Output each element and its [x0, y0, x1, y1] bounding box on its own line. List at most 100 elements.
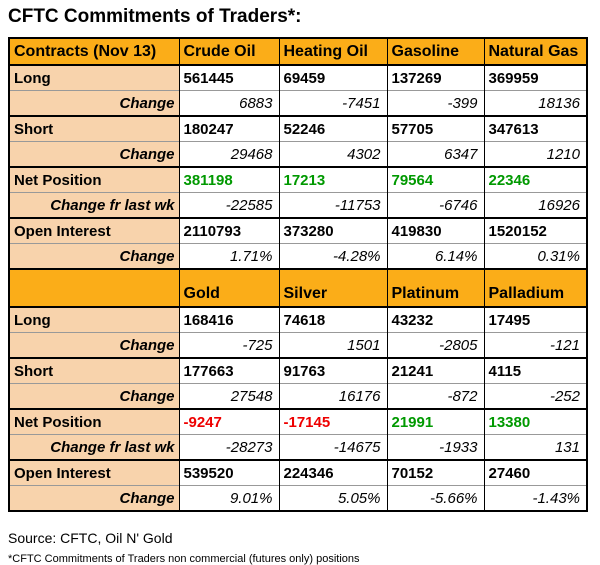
value-cell: 4115: [483, 357, 587, 384]
row-label: Long: [9, 64, 179, 91]
change-cell: -5.66%: [386, 485, 484, 511]
row-net-change-week: Change fr last wk -28273 -14675 -1933 13…: [9, 434, 587, 460]
change-cell: 6883: [178, 90, 279, 116]
change-cell: 6.14%: [386, 243, 484, 269]
row-label: Short: [9, 357, 179, 384]
change-cell: 1501: [278, 332, 387, 358]
change-cell: -22585: [178, 192, 279, 218]
row-open-interest-change: Change 9.01% 5.05% -5.66% -1.43%: [9, 485, 587, 511]
change-cell: -1933: [386, 434, 484, 460]
change-cell: 9.01%: [178, 485, 279, 511]
column-header-heating-oil: Heating Oil: [278, 38, 387, 66]
row-label: Change: [9, 90, 179, 116]
source-text: Source: CFTC, Oil N' Gold: [8, 530, 173, 546]
net-position-cell: 21991: [386, 408, 484, 435]
row-long-change: Change 6883 -7451 -399 18136: [9, 90, 587, 116]
row-open-interest-change: Change 1.71% -4.28% 6.14% 0.31%: [9, 243, 587, 269]
row-open-interest: Open Interest 539520 224346 70152 27460: [9, 459, 587, 486]
row-label: Short: [9, 115, 179, 142]
column-header-natural-gas: Natural Gas: [483, 38, 587, 66]
value-cell: 43232: [386, 306, 484, 333]
value-cell: 1520152: [483, 217, 587, 244]
column-header-contracts: Contracts (Nov 13): [9, 38, 179, 66]
change-cell: 131: [483, 434, 587, 460]
change-cell: -252: [483, 383, 587, 409]
change-cell: 16176: [278, 383, 387, 409]
change-cell: -7451: [278, 90, 387, 116]
row-long: Long 561445 69459 137269 369959: [9, 64, 587, 91]
value-cell: 561445: [178, 64, 279, 91]
value-cell: 74618: [278, 306, 387, 333]
row-label: Change: [9, 243, 179, 269]
row-label: Change fr last wk: [9, 192, 179, 218]
value-cell: 70152: [386, 459, 484, 486]
change-cell: 16926: [483, 192, 587, 218]
row-label: Change: [9, 141, 179, 167]
net-position-cell: 13380: [483, 408, 587, 435]
row-net-position: Net Position 381198 17213 79564 22346: [9, 166, 587, 193]
metals-header-row: Gold Silver Platinum Palladium: [9, 268, 587, 308]
column-header-palladium: Palladium: [483, 268, 587, 308]
row-label: Open Interest: [9, 217, 179, 244]
net-position-cell: -17145: [278, 408, 387, 435]
row-label: Change: [9, 485, 179, 511]
change-cell: 1.71%: [178, 243, 279, 269]
row-label: Net Position: [9, 408, 179, 435]
value-cell: 168416: [178, 306, 279, 333]
value-cell: 347613: [483, 115, 587, 142]
commitments-table: Contracts (Nov 13) Crude Oil Heating Oil…: [8, 37, 588, 512]
change-cell: 18136: [483, 90, 587, 116]
row-label: Net Position: [9, 166, 179, 193]
change-cell: -872: [386, 383, 484, 409]
value-cell: 224346: [278, 459, 387, 486]
row-short: Short 177663 91763 21241 4115: [9, 357, 587, 384]
row-label: Open Interest: [9, 459, 179, 486]
column-header-crude-oil: Crude Oil: [178, 38, 279, 66]
change-cell: -399: [386, 90, 484, 116]
row-long-change: Change -725 1501 -2805 -121: [9, 332, 587, 358]
value-cell: 17495: [483, 306, 587, 333]
row-open-interest: Open Interest 2110793 373280 419830 1520…: [9, 217, 587, 244]
change-cell: 27548: [178, 383, 279, 409]
row-label: Long: [9, 306, 179, 333]
net-position-cell: 22346: [483, 166, 587, 193]
change-cell: -121: [483, 332, 587, 358]
change-cell: -2805: [386, 332, 484, 358]
value-cell: 373280: [278, 217, 387, 244]
change-cell: -1.43%: [483, 485, 587, 511]
value-cell: 177663: [178, 357, 279, 384]
change-cell: 4302: [278, 141, 387, 167]
row-net-change-week: Change fr last wk -22585 -11753 -6746 16…: [9, 192, 587, 218]
net-position-cell: 17213: [278, 166, 387, 193]
change-cell: -725: [178, 332, 279, 358]
column-header-gold: Gold: [178, 268, 279, 308]
row-label: Change: [9, 332, 179, 358]
column-header-blank: [9, 268, 179, 308]
row-long: Long 168416 74618 43232 17495: [9, 306, 587, 333]
footnote-text: *CFTC Commitments of Traders non commerc…: [8, 553, 360, 565]
change-cell: 6347: [386, 141, 484, 167]
value-cell: 539520: [178, 459, 279, 486]
row-label: Change fr last wk: [9, 434, 179, 460]
row-short-change: Change 27548 16176 -872 -252: [9, 383, 587, 409]
value-cell: 419830: [386, 217, 484, 244]
value-cell: 21241: [386, 357, 484, 384]
change-cell: 29468: [178, 141, 279, 167]
column-header-gasoline: Gasoline: [386, 38, 484, 66]
value-cell: 91763: [278, 357, 387, 384]
change-cell: -6746: [386, 192, 484, 218]
value-cell: 57705: [386, 115, 484, 142]
change-cell: -4.28%: [278, 243, 387, 269]
change-cell: 1210: [483, 141, 587, 167]
row-label: Change: [9, 383, 179, 409]
energy-header-row: Contracts (Nov 13) Crude Oil Heating Oil…: [9, 38, 587, 66]
column-header-silver: Silver: [278, 268, 387, 308]
value-cell: 369959: [483, 64, 587, 91]
change-cell: -28273: [178, 434, 279, 460]
row-net-position: Net Position -9247 -17145 21991 13380: [9, 408, 587, 435]
value-cell: 69459: [278, 64, 387, 91]
net-position-cell: 381198: [178, 166, 279, 193]
column-header-platinum: Platinum: [386, 268, 484, 308]
change-cell: 5.05%: [278, 485, 387, 511]
row-short-change: Change 29468 4302 6347 1210: [9, 141, 587, 167]
